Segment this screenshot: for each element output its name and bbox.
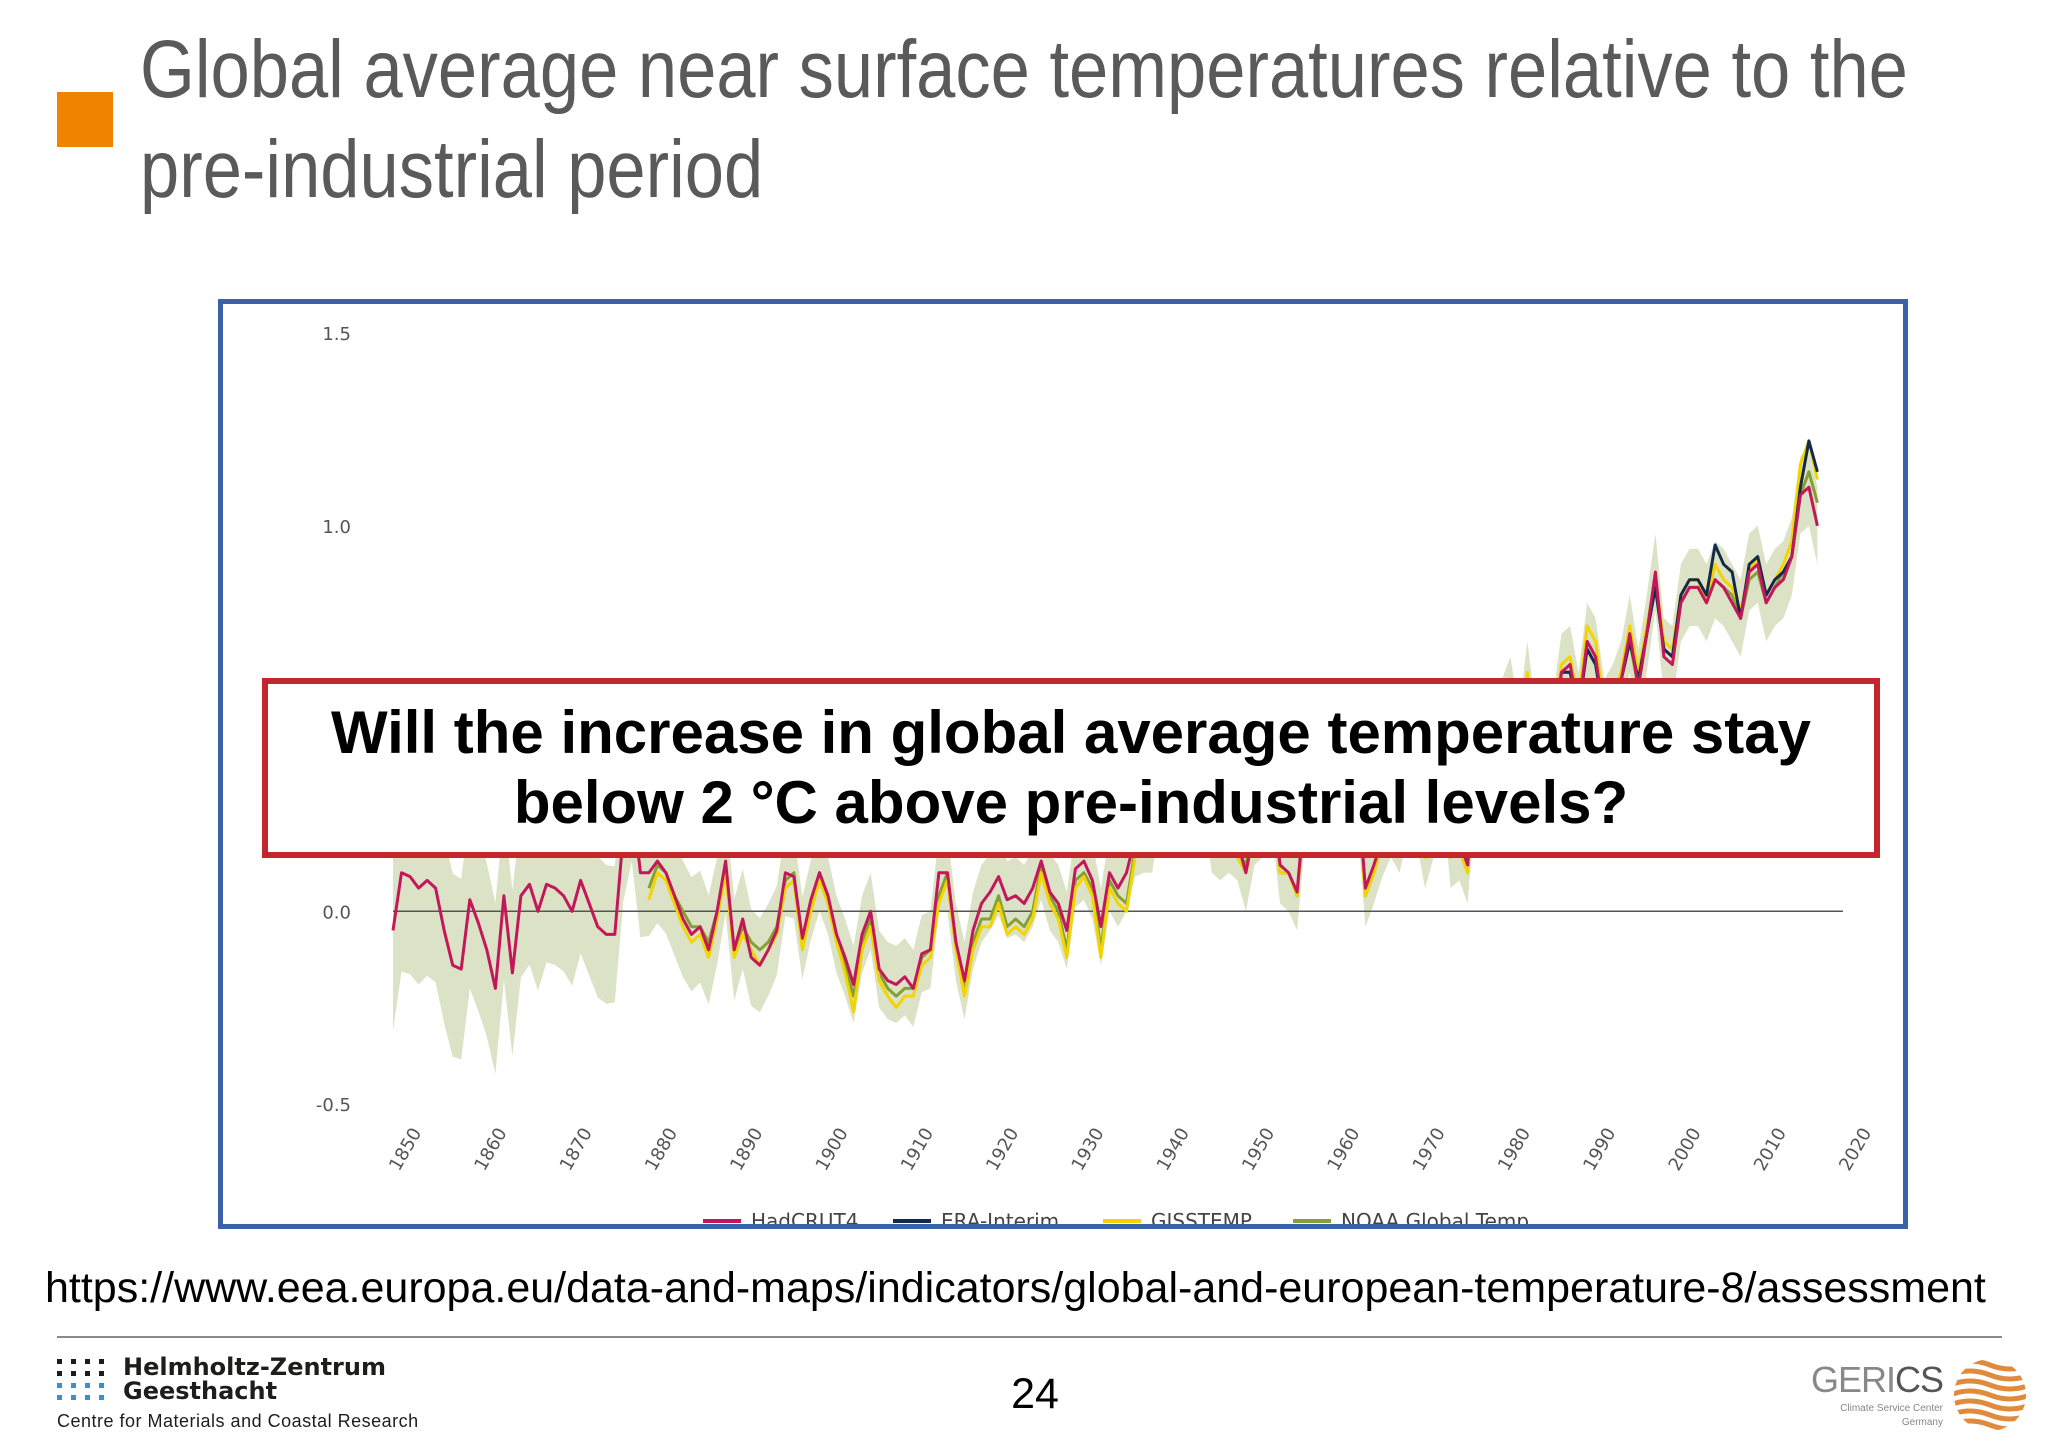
hzg-dots-icon (57, 1359, 104, 1400)
x-tick-label: 1990 (1579, 1124, 1620, 1174)
gerics-logo: GERICS Climate Service Center Germany (1790, 1355, 2030, 1435)
hzg-subtitle: Centre for Materials and Coastal Researc… (57, 1411, 419, 1431)
x-tick-label: 1880 (641, 1124, 682, 1174)
gerics-wordmark: GERICS (1810, 1359, 1944, 1401)
uncertainty-band (393, 448, 1818, 1074)
question-text: Will the increase in global average temp… (331, 698, 1811, 838)
hzg-logo: Helmholtz-Zentrum Geesthacht Centre for … (57, 1355, 477, 1435)
legend-label: NOAA Global Temp (1341, 1209, 1529, 1224)
legend-label: ERA-Interim (941, 1209, 1059, 1224)
gerics-word-a: GERI (1810, 1359, 1896, 1400)
y-tick-label: 1.0 (322, 517, 351, 538)
x-tick-label: 1920 (982, 1124, 1023, 1174)
x-tick-label: 1890 (726, 1124, 767, 1174)
gerics-wave-icon (1954, 1359, 2026, 1431)
x-tick-label: 2010 (1750, 1124, 1791, 1174)
gerics-subtitle-2: Germany (1901, 1417, 1943, 1428)
x-tick-label: 2020 (1835, 1124, 1876, 1174)
question-line-2: below 2 °C above pre-industrial levels? (513, 769, 1629, 836)
x-tick-label: 1940 (1153, 1124, 1194, 1174)
page-number: 24 (1011, 1370, 1059, 1418)
x-tick-label: 1900 (812, 1124, 853, 1174)
x-tick-label: 1960 (1323, 1124, 1364, 1174)
question-line-1: Will the increase in global average temp… (330, 699, 1812, 766)
x-tick-label: 1930 (1067, 1124, 1108, 1174)
hzg-name: Helmholtz-Zentrum Geesthacht (123, 1355, 386, 1403)
x-tick-label: 1910 (897, 1124, 938, 1174)
x-tick-label: 1970 (1409, 1124, 1450, 1174)
question-callout: Will the increase in global average temp… (262, 678, 1880, 858)
legend-label: HadCRUT4 (751, 1209, 858, 1224)
x-tick-label: 2000 (1665, 1124, 1706, 1174)
x-tick-label: 1860 (470, 1124, 511, 1174)
x-tick-label: 1870 (556, 1124, 597, 1174)
legend-label: GISSTEMP (1151, 1209, 1252, 1224)
x-tick-label: 1980 (1494, 1124, 1535, 1174)
x-tick-label: 1850 (385, 1124, 426, 1174)
x-tick-label: 1950 (1238, 1124, 1279, 1174)
gerics-subtitle-1: Climate Service Center (1840, 1403, 1943, 1414)
footer-divider (57, 1336, 2002, 1338)
source-link[interactable]: https://www.eea.europa.eu/data-and-maps/… (45, 1264, 1986, 1312)
title-line-2: pre-industrial period (140, 124, 764, 215)
title-line-1: Global average near surface temperatures… (140, 24, 1908, 115)
slide-title: Global average near surface temperatures… (140, 20, 1908, 220)
hzg-name-line-1: Helmholtz-Zentrum (123, 1353, 386, 1381)
y-tick-label: 1.5 (322, 324, 351, 345)
gerics-word-b: CS (1894, 1359, 1944, 1400)
y-tick-label: -0.5 (316, 1095, 351, 1116)
hzg-name-line-2: Geesthacht (123, 1377, 278, 1405)
y-tick-label: 0.0 (322, 902, 351, 923)
title-bullet (57, 92, 113, 147)
